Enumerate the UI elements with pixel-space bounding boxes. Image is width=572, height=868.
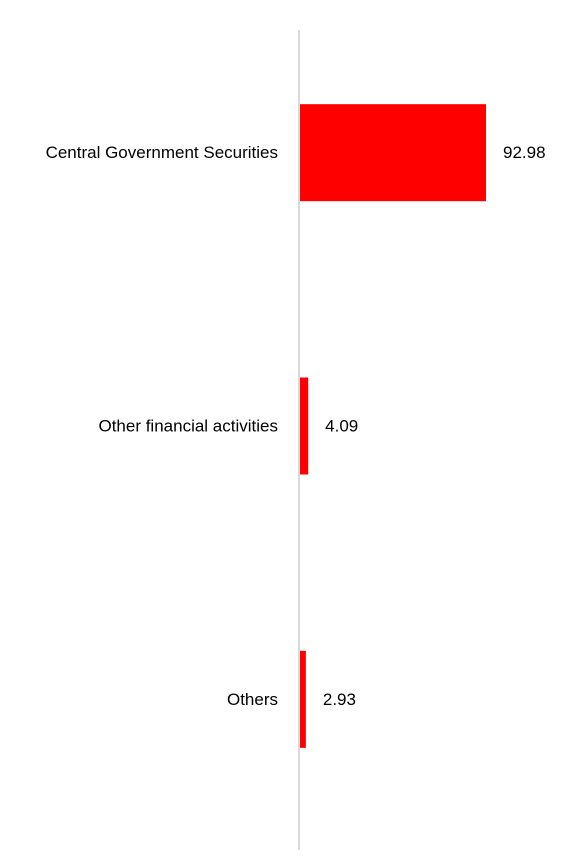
bar-value-label: 4.09 [325,417,358,436]
category-tick-label: Other financial activities [98,417,278,436]
value-labels-group: 92.98 4.09 2.93 [323,143,546,709]
bar [300,650,306,748]
category-tick-label: Others [227,690,278,709]
category-labels-group: Central Government Securities Other finan… [46,143,278,709]
bar [300,377,309,475]
bar-value-label: 2.93 [323,690,356,709]
category-tick-label: Central Government Securities [46,143,278,162]
bar-value-label: 92.98 [503,143,546,162]
bars-group [300,104,486,748]
bar [300,104,486,202]
